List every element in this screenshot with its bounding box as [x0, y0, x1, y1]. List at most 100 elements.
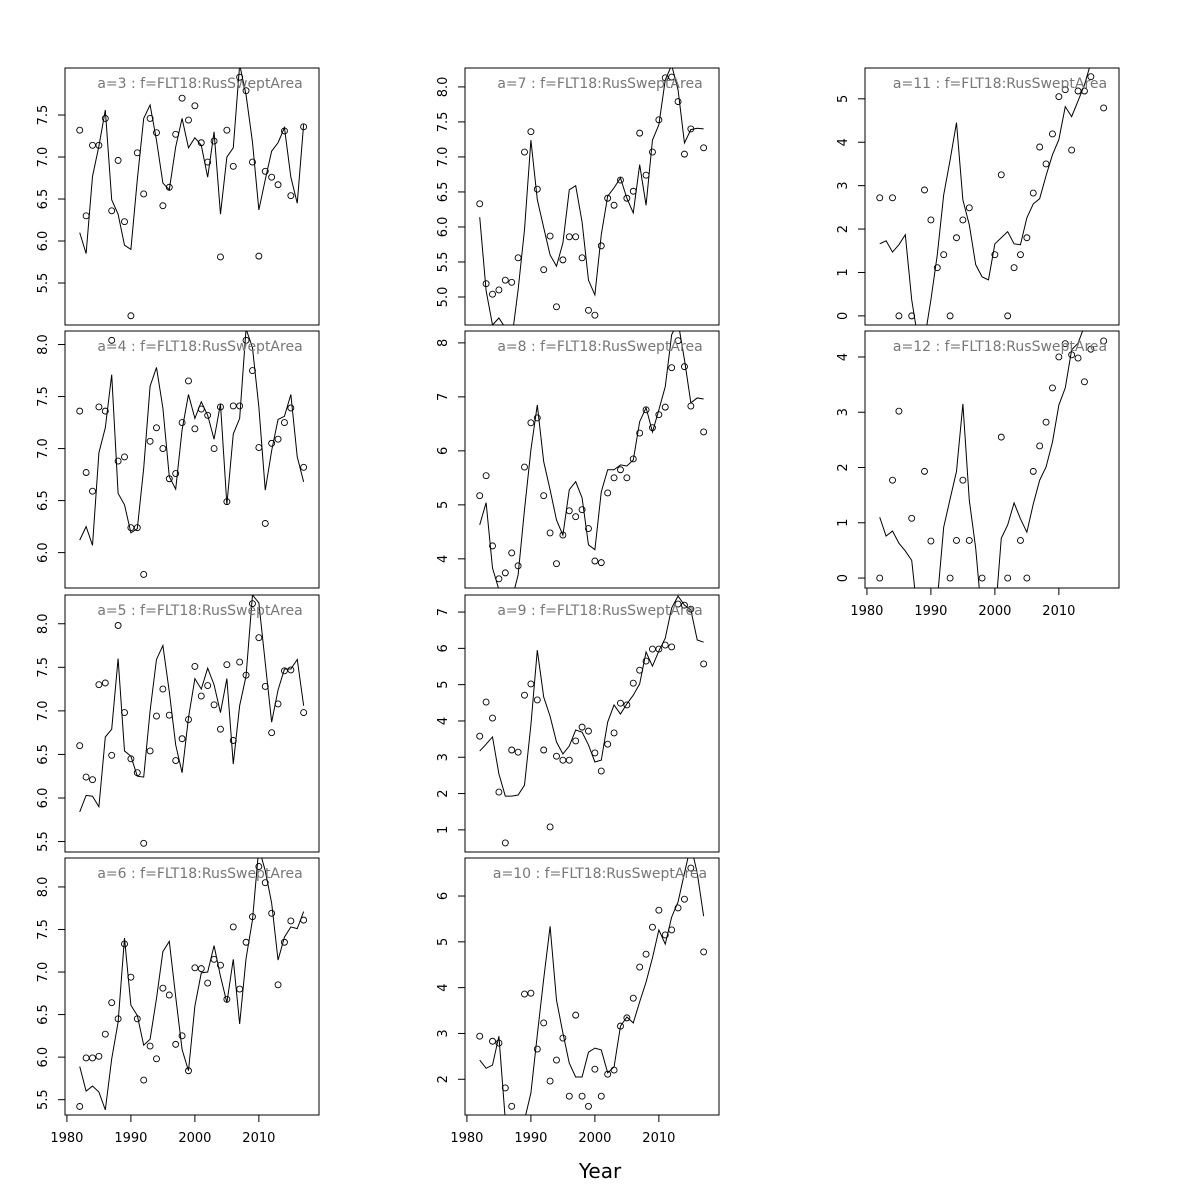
- observation-point: [521, 990, 528, 998]
- observation-point: [876, 194, 884, 202]
- plot-area: [76, 595, 308, 847]
- fitted-line: [479, 68, 704, 325]
- observation-point: [959, 476, 967, 484]
- panel-frame: [64, 330, 320, 589]
- observation-point: [578, 1092, 586, 1100]
- observation-point: [508, 549, 516, 557]
- observation-point: [255, 444, 263, 451]
- panel: 5.5 6.0 6.5 7.0 7.5 8.0 1980 1990 2000 2010 a=6 : …: [36, 857, 320, 1146]
- observation-point: [533, 696, 541, 704]
- observation-point: [476, 492, 484, 500]
- panel: 5.5 6.0 6.5 7.0 7.5 a=3 : f=FLT18:RusSweptAre…: [36, 67, 320, 326]
- observation-point: [546, 529, 554, 537]
- observation-point: [146, 747, 154, 755]
- panel-frame: [864, 330, 1120, 589]
- observation-point: [940, 251, 948, 259]
- observation-point: [585, 525, 592, 533]
- observation-point: [501, 569, 509, 577]
- y-tick-label: 4: [436, 984, 451, 992]
- observation-point: [476, 200, 484, 208]
- y-tick-label: 1: [436, 826, 451, 834]
- observation-point: [489, 714, 496, 722]
- panel-frame: [464, 330, 720, 589]
- observation-point: [281, 667, 288, 675]
- y-tick-label: 7.5: [436, 112, 451, 133]
- observation-point: [178, 94, 186, 102]
- y-tick-label: 5: [436, 681, 451, 689]
- observation-point: [287, 666, 295, 674]
- observation-point: [274, 435, 282, 443]
- observation-point: [146, 114, 154, 122]
- x-tick-label: 1980: [50, 1131, 83, 1146]
- observation-point: [636, 129, 644, 137]
- observation-point: [1055, 353, 1063, 361]
- observation-point: [229, 162, 237, 170]
- panel-frame: [864, 67, 1120, 326]
- y-tick-label: 6.5: [36, 490, 51, 511]
- y-tick-label: 4: [436, 717, 451, 725]
- observation-point: [204, 682, 212, 690]
- observation-point: [687, 402, 695, 410]
- y-tick-label: 7: [436, 393, 451, 401]
- observation-point: [204, 411, 212, 419]
- panel-title: a=8 : f=FLT18:RusSweptArea: [497, 339, 702, 355]
- observation-point: [610, 201, 618, 209]
- observation-point: [178, 1032, 186, 1040]
- panel-title: a=6 : f=FLT18:RusSweptArea: [97, 866, 302, 882]
- y-tick-label: 1: [836, 519, 851, 527]
- observation-point: [229, 923, 237, 931]
- observation-point: [95, 681, 103, 689]
- observation-point: [997, 171, 1005, 179]
- y-tick-label: 6: [436, 447, 451, 455]
- observation-point: [1055, 93, 1063, 101]
- observation-point: [1023, 234, 1031, 242]
- observation-point: [578, 254, 586, 262]
- observation-point: [559, 256, 567, 264]
- observation-point: [121, 453, 128, 461]
- observation-point: [281, 938, 288, 946]
- observation-point: [514, 748, 522, 756]
- observation-point: [210, 701, 218, 709]
- observation-point: [604, 194, 612, 202]
- observation-point: [217, 725, 224, 733]
- y-tick-label: 5.0: [436, 287, 451, 308]
- observation-point: [649, 645, 656, 653]
- y-tick-label: 6.5: [36, 189, 51, 210]
- observation-point: [1036, 442, 1044, 450]
- observation-point: [482, 472, 490, 480]
- observation-point: [553, 303, 560, 311]
- observation-point: [191, 102, 199, 110]
- observation-point: [489, 1037, 496, 1045]
- observation-point: [101, 1030, 109, 1038]
- observation-point: [229, 402, 237, 410]
- observation-point: [642, 950, 650, 958]
- observation-point: [700, 948, 708, 956]
- observation-point: [895, 312, 903, 320]
- y-tick-label: 7: [436, 608, 451, 616]
- observation-point: [153, 1055, 160, 1063]
- y-tick-label: 3: [436, 753, 451, 761]
- observation-point: [636, 429, 644, 437]
- observation-point: [114, 622, 122, 629]
- observation-point: [642, 171, 650, 179]
- observation-point: [553, 560, 560, 568]
- observation-point: [217, 961, 224, 969]
- observation-point: [261, 520, 269, 527]
- observation-point: [681, 363, 688, 371]
- observation-point: [921, 467, 928, 475]
- observation-point: [140, 1076, 148, 1084]
- panel-frame: [464, 67, 720, 326]
- observation-point: [159, 445, 167, 453]
- observation-point: [623, 194, 631, 202]
- observation-point: [687, 864, 695, 872]
- observation-point: [1017, 251, 1024, 259]
- observation-point: [501, 276, 509, 284]
- observation-point: [101, 679, 109, 687]
- observation-point: [261, 879, 269, 887]
- y-tick-label: 6.0: [436, 217, 451, 238]
- observation-point: [236, 402, 244, 410]
- observation-point: [933, 264, 941, 272]
- y-tick-label: 8.0: [436, 77, 451, 98]
- y-tick-label: 4: [836, 353, 851, 361]
- panel-frame: [64, 594, 320, 853]
